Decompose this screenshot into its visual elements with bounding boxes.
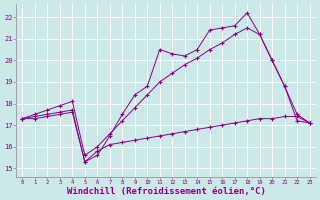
- X-axis label: Windchill (Refroidissement éolien,°C): Windchill (Refroidissement éolien,°C): [67, 187, 265, 196]
